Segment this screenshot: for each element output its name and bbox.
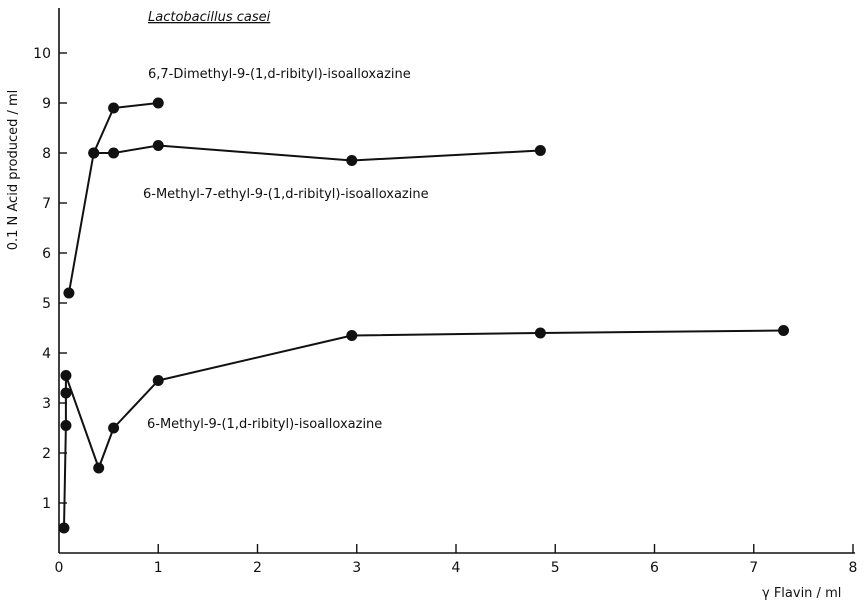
data-point [58, 522, 70, 534]
x-tick-label: 6 [650, 560, 659, 576]
y-axis-title: 0.1 N Acid produced / ml [6, 90, 21, 251]
y-tick-label: 3 [42, 396, 51, 412]
y-tick-label: 1 [42, 496, 51, 512]
y-tick-label: 8 [42, 146, 51, 162]
data-point [60, 387, 72, 399]
series-label-methyl-ethyl: 6-Methyl-7-ethyl-9-(1,d-ribityl)-isoallo… [143, 187, 429, 202]
x-tick-label: 0 [55, 560, 64, 576]
series-label-methyl: 6-Methyl-9-(1,d-ribityl)-isoalloxazine [147, 417, 382, 432]
data-point [60, 420, 72, 431]
y-tick-label: 10 [33, 46, 51, 62]
data-point [152, 97, 164, 109]
x-tick-label: 5 [551, 560, 560, 576]
y-tick-label: 2 [42, 446, 51, 462]
y-tick-label: 5 [42, 296, 51, 312]
labels: Lactobacillus casei γ Flavin / ml 0.1 N … [6, 10, 841, 601]
data-point [108, 422, 120, 434]
y-tick-label: 6 [42, 246, 51, 262]
x-tick-label: 8 [849, 560, 858, 576]
x-axis-title: γ Flavin / ml [762, 586, 841, 601]
x-tick-label: 3 [352, 560, 361, 576]
data-point [346, 330, 358, 341]
y-tick-label: 7 [42, 196, 51, 212]
x-tick-label: 2 [253, 560, 262, 576]
x-tick-label: 1 [154, 560, 163, 576]
data-point [152, 375, 164, 386]
data-point [108, 102, 120, 114]
y-tick-label: 9 [42, 96, 51, 112]
data-point [93, 462, 105, 474]
data-point [60, 370, 72, 381]
data-point [346, 155, 358, 166]
data-point [778, 325, 790, 336]
x-tick-label: 7 [749, 560, 758, 576]
data-point [534, 327, 546, 339]
data-point [88, 147, 100, 159]
y-tick-label: 4 [42, 346, 51, 362]
data-point [63, 287, 75, 299]
chart-title: Lactobacillus casei [148, 10, 271, 25]
axes: 0 1 2 3 4 5 6 7 8 1 2 3 4 5 6 7 8 9 10 [33, 8, 857, 576]
series-label-dimethyl: 6,7-Dimethyl-9-(1,d-ribityl)-isoalloxazi… [148, 67, 411, 82]
data-point [108, 147, 120, 159]
data-point [534, 145, 546, 156]
series-layer [58, 97, 790, 534]
series-line-2 [63, 329, 784, 529]
series-line-0 [67, 102, 159, 294]
x-tick-label: 4 [452, 560, 461, 576]
data-point [152, 140, 164, 151]
